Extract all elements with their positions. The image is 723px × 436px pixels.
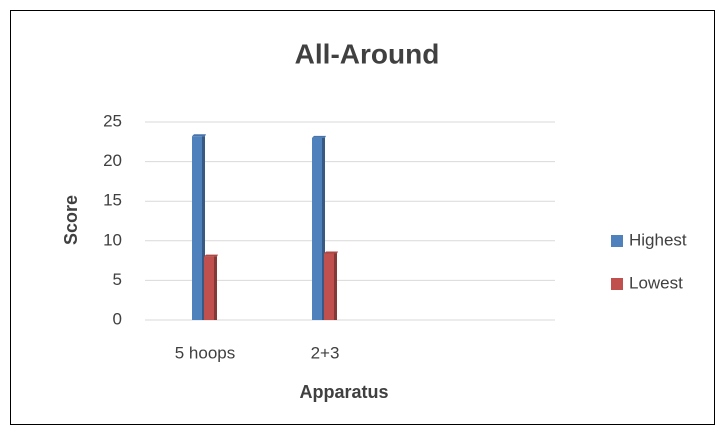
y-tick-label: 20 [103,151,122,170]
chart-title: All-Around [295,38,440,69]
legend-label: Highest [629,230,687,249]
legend-swatch [611,235,623,247]
x-tick-label: 2+3 [311,343,340,362]
bar [312,135,326,320]
y-tick-label: 10 [103,230,122,249]
y-tick-label: 15 [103,191,122,210]
y-tick-label: 0 [113,309,122,328]
x-tick-label: 5 hoops [175,343,236,362]
bar [324,251,338,320]
bar [192,134,206,320]
legend-swatch [611,278,623,290]
y-tick-label: 5 [113,270,122,289]
y-axis-title: Score [61,195,81,245]
chart-border [10,10,715,425]
legend-label: Lowest [629,273,683,292]
bar [204,254,218,320]
y-tick-label: 25 [103,111,122,130]
x-axis-title: Apparatus [299,382,388,402]
